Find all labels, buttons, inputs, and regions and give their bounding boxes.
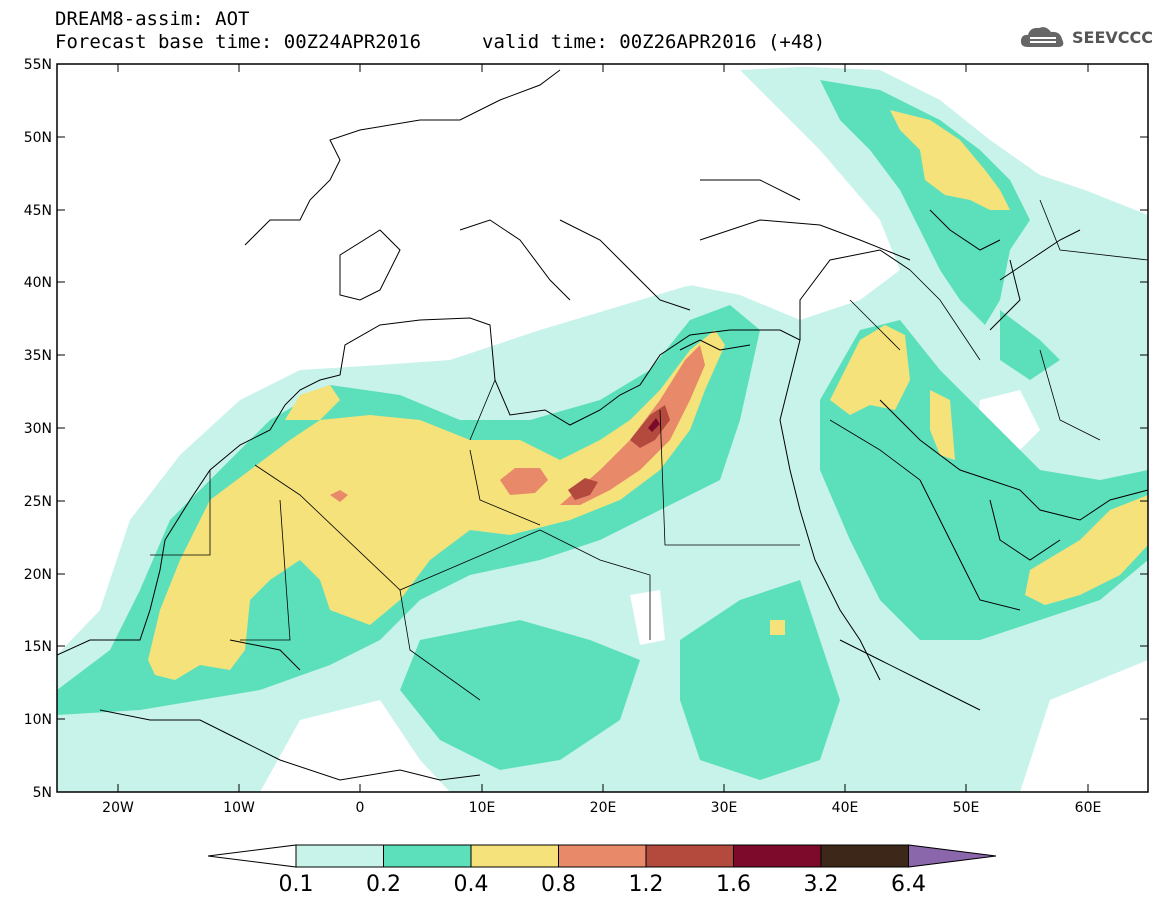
x-tick-label: 20E [590, 800, 617, 816]
x-tick-label: 50E [953, 800, 980, 816]
colorbar-label: 0.8 [541, 872, 576, 897]
colorbar-bin [645, 844, 734, 868]
y-tick-label: 30N [24, 421, 52, 437]
y-tick-label: 45N [24, 203, 52, 219]
colorbar-label: 6.4 [891, 872, 926, 897]
y-tick-label: 35N [24, 348, 52, 364]
colorbar-bin [470, 844, 559, 868]
forecast-base-time: Forecast base time: 00Z24APR2016 [55, 31, 422, 53]
y-tick-labels: 55N 50N 45N 40N 35N 30N 25N 20N 15N 10N … [24, 57, 52, 801]
borders [150, 199, 1148, 701]
logo-text: SEEVCCC [1072, 27, 1153, 47]
colorbar-label: 0.2 [366, 872, 401, 897]
colorbar-high-triangle [908, 844, 997, 868]
colorbar-label: 3.2 [804, 872, 839, 897]
colorbar [207, 844, 997, 868]
colorbar-label: 1.6 [716, 872, 751, 897]
x-tick-label: 20W [102, 800, 134, 816]
x-tick-labels: 20W 10W 0 10E 20E 30E 40E 50E 60E [102, 800, 1101, 816]
y-tick-label: 40N [24, 275, 52, 291]
seevccc-logo: SEEVCCC [1018, 22, 1153, 52]
cloud-icon [1020, 27, 1064, 47]
y-tick-label: 15N [24, 639, 52, 655]
y-tick-label: 5N [33, 785, 52, 801]
x-tick-label: 10W [223, 800, 255, 816]
colorbar-label: 0.4 [454, 872, 489, 897]
tick-marks [57, 63, 1148, 792]
x-tick-label: 30E [711, 800, 738, 816]
x-tick-label: 60E [1075, 800, 1102, 816]
colorbar-labels: 0.1 0.2 0.4 0.8 1.2 1.6 3.2 6.4 [279, 872, 927, 897]
aot-field [57, 64, 1148, 792]
y-tick-label: 10N [24, 712, 52, 728]
y-tick-label: 50N [24, 130, 52, 146]
x-tick-label: 0 [356, 800, 365, 816]
x-tick-label: 40E [832, 800, 859, 816]
colorbar-bin [820, 844, 909, 868]
colorbar-bin [558, 844, 647, 868]
colorbar-bin [383, 844, 472, 868]
y-tick-label: 20N [24, 567, 52, 583]
chart-title: DREAM8-assim: AOT [55, 8, 250, 30]
colorbar-bin [295, 844, 384, 868]
coastlines [57, 69, 1148, 781]
y-tick-label: 55N [24, 57, 52, 73]
colorbar-low-triangle [207, 844, 297, 868]
valid-time: valid time: 00Z26APR2016 (+48) [482, 31, 826, 53]
x-tick-label: 10E [469, 800, 496, 816]
colorbar-label: 1.2 [629, 872, 664, 897]
colorbar-label: 0.1 [279, 872, 314, 897]
y-tick-label: 25N [24, 494, 52, 510]
colorbar-bin [733, 844, 822, 868]
